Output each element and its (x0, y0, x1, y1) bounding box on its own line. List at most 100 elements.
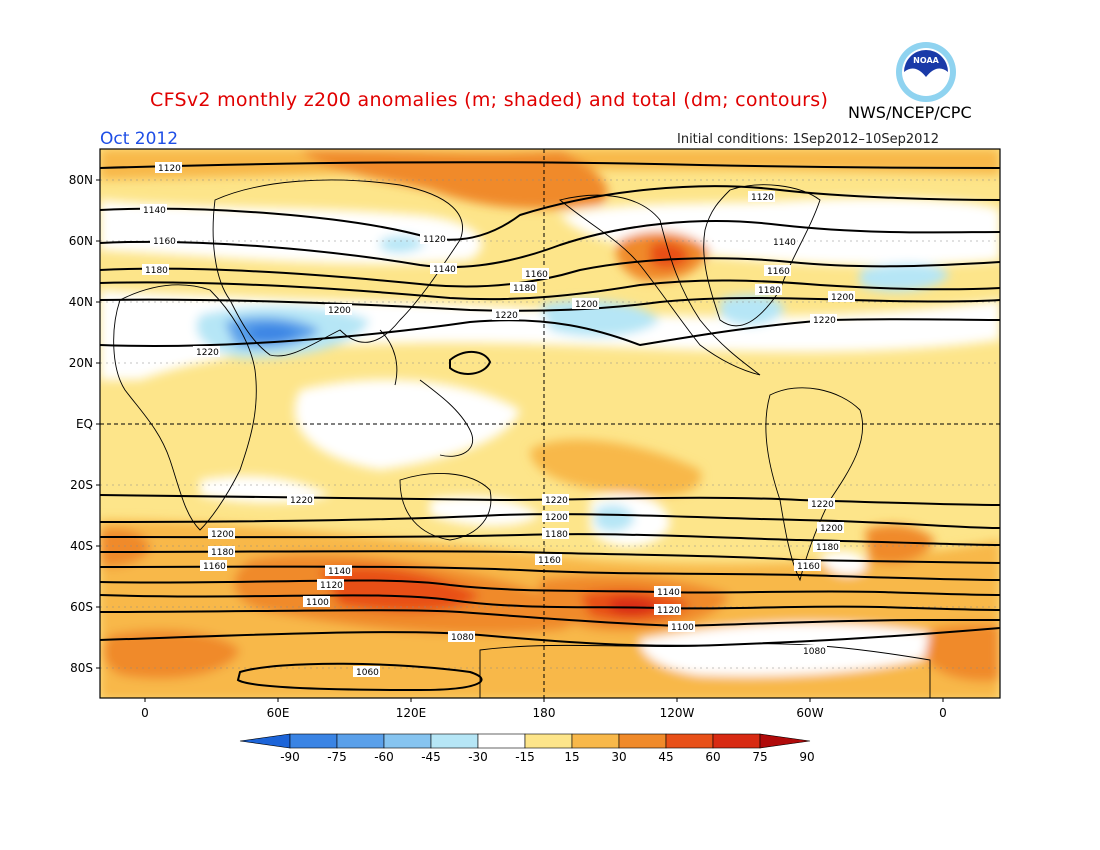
lat-tick: EQ (76, 417, 93, 431)
contour-label: 1160 (794, 560, 821, 572)
contour-label: 1140 (325, 565, 352, 577)
colorbar-label: 45 (658, 750, 673, 764)
contour-label: 1220 (193, 346, 220, 358)
colorbar-swatch (336, 733, 385, 749)
contour-label: 1120 (420, 233, 447, 245)
colorbar-swatch (712, 733, 761, 749)
contour-label: 1200 (817, 522, 844, 534)
lat-tick: 20N (69, 356, 93, 370)
svg-text:1180: 1180 (211, 548, 234, 558)
colorbar-swatch (665, 733, 714, 749)
svg-text:1200: 1200 (328, 306, 351, 316)
contour-labels: 1120 1120 1120 1140 1140 1140 1160 1160 … (140, 162, 855, 678)
svg-text:1160: 1160 (538, 556, 561, 566)
contour-label: 1220 (542, 494, 569, 506)
contour-label: 1100 (668, 621, 695, 633)
contour-label: 1180 (510, 282, 537, 294)
colorbar-swatch (524, 733, 573, 749)
svg-text:1180: 1180 (513, 284, 536, 294)
svg-text:1060: 1060 (356, 668, 379, 678)
contour-label: 1160 (150, 235, 177, 247)
contour-label: 1180 (542, 528, 569, 540)
lon-tick: 180 (533, 706, 556, 720)
colorbar-swatch (289, 733, 338, 749)
contour-lines (100, 161, 1000, 692)
lat-tick: 60S (70, 600, 93, 614)
contour-label: 1180 (208, 546, 235, 558)
lon-tick: 0 (141, 706, 149, 720)
svg-text:1100: 1100 (306, 598, 329, 608)
svg-text:1220: 1220 (813, 316, 836, 326)
svg-text:1200: 1200 (211, 530, 234, 540)
svg-text:1180: 1180 (816, 543, 839, 553)
logo-text: NOAA (913, 56, 939, 65)
svg-text:1180: 1180 (145, 266, 168, 276)
lat-tick: 20S (70, 478, 93, 492)
svg-text:1120: 1120 (158, 164, 181, 174)
colorbar-label: -30 (468, 750, 488, 764)
lat-tick-marks (96, 179, 100, 669)
colorbar-label: -60 (374, 750, 394, 764)
svg-text:1120: 1120 (423, 235, 446, 245)
colorbar-label: 90 (799, 750, 814, 764)
lon-tick: 120W (660, 706, 695, 720)
svg-text:1080: 1080 (451, 633, 474, 643)
colorbar-label: 15 (564, 750, 579, 764)
contour-label: 1200 (828, 291, 855, 303)
colorbar-label: 30 (611, 750, 626, 764)
svg-text:1220: 1220 (545, 496, 568, 506)
contour-label: 1120 (155, 162, 182, 174)
contour-label: 1220 (808, 498, 835, 510)
colorbar-label: 75 (752, 750, 767, 764)
svg-text:1200: 1200 (575, 300, 598, 310)
colorbar-arrow-high (759, 733, 811, 749)
svg-text:1220: 1220 (495, 311, 518, 321)
contour-label: 1220 (492, 309, 519, 321)
colorbar-label: -45 (421, 750, 441, 764)
contour-label: 1160 (764, 265, 791, 277)
contour-label: 1080 (448, 631, 475, 643)
svg-text:1200: 1200 (820, 524, 843, 534)
colorbar-label: -75 (327, 750, 347, 764)
svg-text:1220: 1220 (196, 348, 219, 358)
svg-text:1120: 1120 (320, 581, 343, 591)
svg-text:1220: 1220 (290, 496, 313, 506)
contour-label: 1140 (770, 236, 797, 248)
svg-text:1160: 1160 (203, 562, 226, 572)
contour-label: 1160 (522, 268, 549, 280)
contour-label: 1180 (755, 284, 782, 296)
lat-tick: 80N (69, 173, 93, 187)
contour-label: 1160 (535, 554, 562, 566)
lat-ticks: 80N 60N 40N 20N EQ 20S 40S 60S 80S (69, 173, 93, 675)
colorbar-swatch (571, 733, 620, 749)
svg-text:1140: 1140 (657, 588, 680, 598)
svg-text:1180: 1180 (758, 286, 781, 296)
svg-text:1220: 1220 (811, 500, 834, 510)
colorbar-arrow-low (239, 733, 291, 749)
contour-label: 1180 (813, 541, 840, 553)
colorbar-label: -90 (280, 750, 300, 764)
svg-text:1180: 1180 (545, 530, 568, 540)
svg-text:1140: 1140 (773, 238, 796, 248)
svg-text:1100: 1100 (671, 623, 694, 633)
chart-title: CFSv2 monthly z200 anomalies (m; shaded)… (150, 89, 829, 111)
colorbar-swatch (618, 733, 667, 749)
lat-tick: 40N (69, 295, 93, 309)
contour-label: 1060 (353, 666, 380, 678)
contour-label: 1160 (200, 560, 227, 572)
contour-label: 1200 (325, 304, 352, 316)
svg-text:1120: 1120 (657, 606, 680, 616)
contour-label: 1100 (303, 596, 330, 608)
lat-tick: 80S (70, 661, 93, 675)
svg-text:1160: 1160 (797, 562, 820, 572)
colorbar-swatch (383, 733, 432, 749)
contour-label: 1220 (287, 494, 314, 506)
contour-label: 1120 (654, 604, 681, 616)
lat-tick: 60N (69, 234, 93, 248)
noaa-logo: NOAA (896, 42, 956, 102)
contour-label: 1140 (654, 586, 681, 598)
contour-label: 1140 (140, 204, 167, 216)
contour-label: 1180 (142, 264, 169, 276)
agency-label: NWS/NCEP/CPC (848, 103, 972, 122)
lon-tick: 120E (396, 706, 427, 720)
